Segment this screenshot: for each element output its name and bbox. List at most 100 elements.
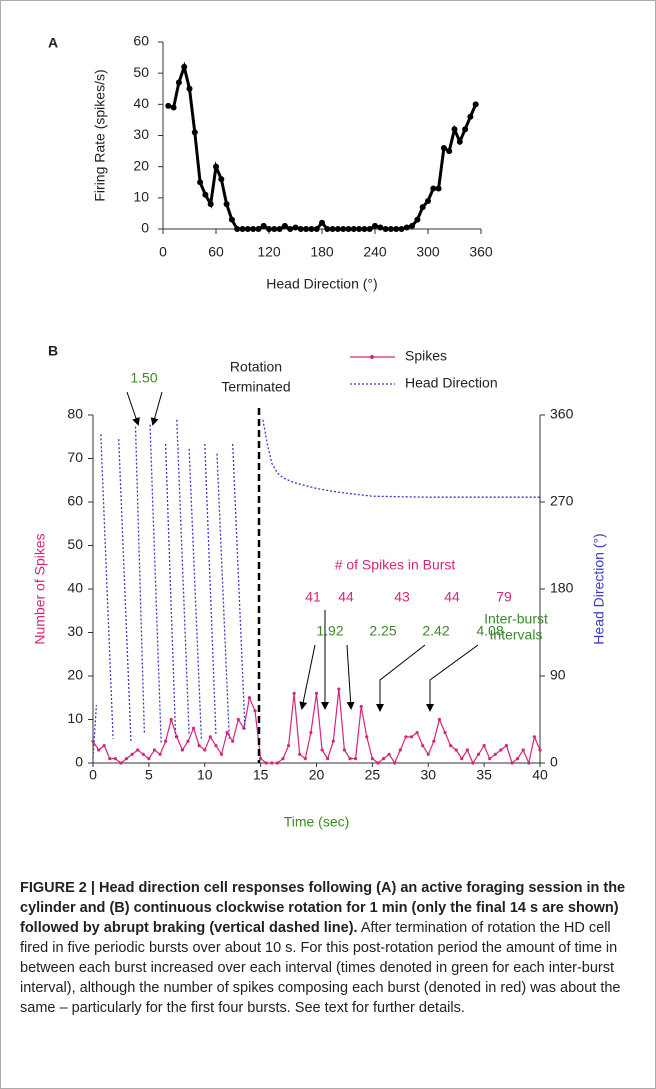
y2-tick-label: 90 — [550, 667, 566, 683]
interval-label: 2.25 — [369, 623, 396, 639]
data-point — [387, 752, 391, 756]
data-point — [119, 761, 123, 765]
data-point — [446, 148, 453, 155]
y2-tick-label: 360 — [550, 406, 574, 422]
y-tick-label: 70 — [67, 449, 83, 465]
data-point — [164, 739, 168, 743]
x-tick-label: 15 — [253, 767, 269, 783]
data-point — [356, 226, 363, 232]
data-point — [303, 757, 307, 761]
x-tick-label: 360 — [469, 244, 493, 260]
data-point — [334, 226, 341, 232]
data-point — [426, 752, 430, 756]
legend-label: Spikes — [405, 348, 447, 364]
data-point — [314, 691, 319, 696]
rotation-label: Terminated — [221, 379, 290, 395]
data-point — [516, 757, 520, 761]
data-point — [292, 224, 299, 231]
x-tick-label: 240 — [363, 244, 387, 260]
data-point — [342, 748, 347, 752]
x-tick-label: 40 — [532, 767, 548, 783]
data-point — [186, 85, 193, 92]
arrow — [150, 391, 163, 426]
interval-label: 4.08 — [476, 623, 503, 639]
data-point — [482, 744, 486, 748]
data-point — [136, 748, 140, 752]
data-point — [225, 730, 229, 735]
data-point — [259, 757, 263, 761]
data-point — [409, 735, 414, 739]
data-point — [228, 216, 235, 223]
data-point — [271, 226, 278, 232]
y-tick-label: 40 — [133, 95, 149, 111]
y-tick-label: 0 — [141, 220, 149, 236]
data-point — [223, 201, 230, 208]
data-point — [432, 739, 436, 743]
data-point — [313, 226, 320, 232]
data-point — [181, 63, 188, 70]
arrow — [376, 644, 426, 712]
data-point — [329, 226, 336, 232]
legend-dot — [370, 355, 374, 359]
y-tick-label: 60 — [67, 493, 83, 509]
data-point — [218, 176, 225, 183]
y-tick-label: 30 — [133, 126, 149, 142]
data-point — [244, 226, 251, 232]
y-tick-label: 30 — [67, 623, 83, 639]
data-point — [308, 226, 315, 232]
data-point — [398, 748, 402, 752]
data-point — [175, 79, 182, 86]
data-point — [393, 761, 397, 765]
burst-count: 43 — [394, 589, 410, 605]
data-point — [309, 730, 313, 735]
burst-count: 79 — [496, 589, 512, 605]
x-tick-label: 5 — [145, 767, 153, 783]
x-tick-label: 300 — [416, 244, 440, 260]
series-line — [167, 61, 478, 231]
rotation-label: Rotation — [230, 359, 282, 375]
data-point — [255, 226, 262, 232]
data-point — [286, 744, 291, 748]
data-point — [361, 226, 368, 232]
data-point — [449, 744, 453, 748]
data-point — [337, 687, 341, 691]
data-point — [398, 226, 405, 232]
y2-tick-label: 270 — [550, 493, 574, 509]
data-point — [96, 748, 101, 752]
data-point — [377, 224, 384, 231]
interval-label: 2.42 — [422, 623, 449, 639]
data-point — [331, 739, 335, 743]
data-point — [141, 752, 145, 756]
y-tick-label: 10 — [133, 189, 149, 205]
data-point — [319, 219, 325, 226]
data-point — [409, 222, 416, 229]
data-point — [147, 757, 151, 761]
data-point — [239, 226, 246, 232]
data-point — [191, 129, 198, 136]
data-point — [219, 752, 224, 756]
data-point — [467, 113, 474, 120]
data-point — [250, 226, 257, 232]
data-point — [113, 757, 117, 761]
data-point — [158, 752, 162, 756]
data-point — [350, 226, 357, 232]
data-point — [214, 744, 218, 748]
x-tick-label: 180 — [310, 244, 334, 260]
data-point — [270, 761, 274, 765]
data-point — [414, 216, 421, 223]
data-point — [538, 748, 542, 752]
data-point — [527, 761, 531, 765]
arrow — [426, 644, 479, 712]
data-point — [165, 102, 172, 109]
series-line — [92, 419, 540, 759]
y-tick-label: 10 — [67, 710, 83, 726]
data-point — [415, 730, 419, 735]
data-point — [476, 752, 481, 756]
data-point — [247, 696, 252, 700]
data-point — [287, 226, 294, 232]
arrow — [299, 644, 316, 710]
y-tick-label: 60 — [133, 33, 149, 49]
data-point — [451, 126, 458, 133]
data-point — [488, 757, 492, 761]
